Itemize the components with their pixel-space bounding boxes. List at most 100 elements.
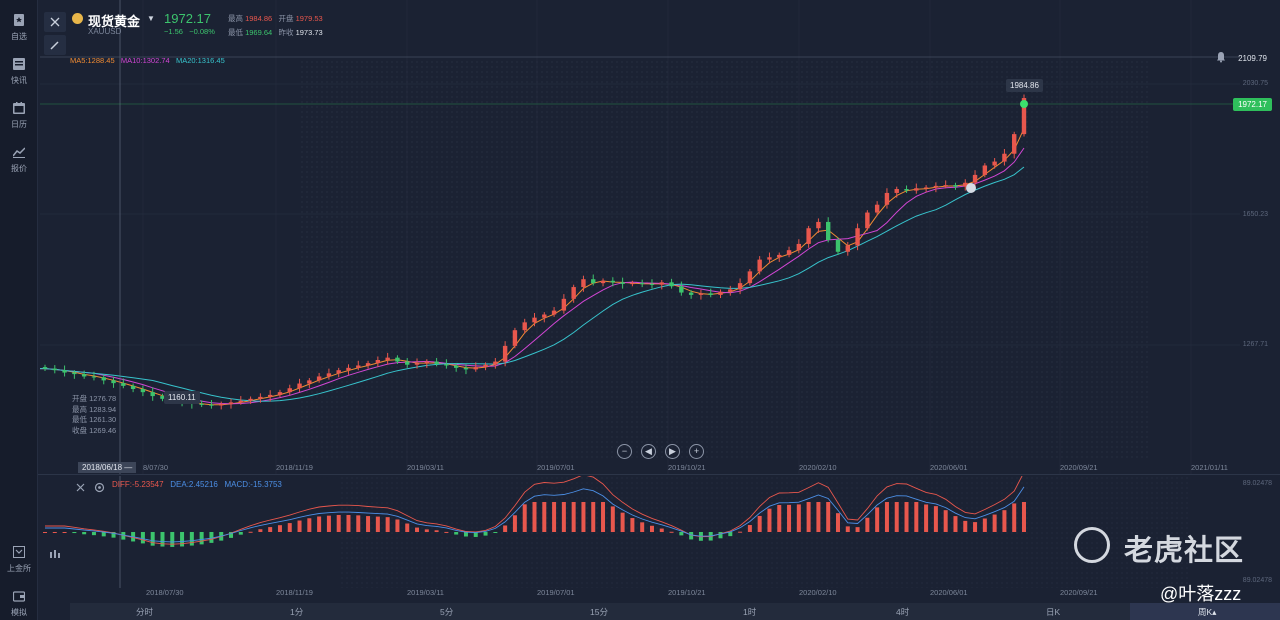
candle-body (316, 376, 322, 381)
candle-body (160, 396, 165, 399)
zoom-in-button[interactable]: + (689, 444, 704, 459)
tab-timeframe-15m[interactable]: 15分 (590, 607, 608, 617)
x-tick-label: 2019/03/11 (407, 463, 444, 472)
macd-bar (826, 502, 831, 532)
zoom-out-button[interactable]: − (617, 444, 632, 459)
candle-body (424, 361, 430, 364)
macd-bar (52, 532, 57, 533)
x-tick-label: 2019/10/21 (668, 588, 706, 597)
pencil-icon (50, 41, 59, 50)
macd-bar (542, 502, 547, 532)
star-bookmark-icon (14, 14, 24, 26)
tab-timeframe-1m[interactable]: 1分 (290, 607, 304, 617)
cursor-high: 最高 1283.94 (72, 404, 117, 414)
x-tick-label: 2018/11/19 (276, 463, 313, 472)
sidebar-label: 报价 (11, 164, 27, 173)
caret-down-icon[interactable]: ▼ (147, 14, 155, 23)
macd-bar (522, 504, 527, 532)
macd-bar (170, 532, 175, 547)
candle-body (649, 283, 655, 285)
tab-timeframe-weekly[interactable]: 周K▴ (1198, 607, 1217, 617)
candle-body (639, 283, 645, 285)
ohlc-row-1: 最高 1984.86 开盘 1979.53 (228, 14, 323, 23)
symbol-code: XAUUSD (88, 27, 122, 36)
candle-body (493, 361, 498, 365)
candle-body (620, 282, 625, 284)
candle-body (277, 392, 283, 395)
low-value: 1969.64 (245, 28, 273, 37)
sidebar-item-watchlist[interactable]: 自选 (0, 14, 38, 54)
price-chart[interactable] (0, 0, 1280, 474)
macd-bar (933, 506, 938, 532)
candle-body (150, 392, 155, 397)
background-world-map (300, 60, 1150, 460)
candle-body (688, 292, 694, 295)
macd-bar (111, 532, 116, 538)
tab-timeframe-tick[interactable]: 分时 (136, 607, 154, 617)
tab-timeframe-1h[interactable]: 1时 (743, 607, 757, 617)
candle-body (405, 361, 410, 365)
last-price-tag: 1972.17 (1233, 98, 1272, 111)
macd-bar (385, 517, 390, 532)
macd-bar (444, 531, 449, 533)
bars-icon (50, 550, 60, 558)
candle-body (532, 317, 537, 323)
candle-body (855, 228, 860, 246)
sidebar-item-sge[interactable]: 上金所 (0, 546, 38, 586)
x-axis: 8/07/30 2018/11/19 2019/03/11 2019/07/01… (40, 463, 1280, 473)
event-marker-icon[interactable] (966, 183, 976, 193)
candle-body (591, 279, 596, 284)
candle-body (884, 192, 890, 205)
draw-tool-button[interactable] (44, 35, 66, 55)
sidebar-item-news[interactable]: 快讯 (0, 58, 38, 98)
watermark-handle: @叶落zzz (1160, 584, 1242, 604)
sidebar-item-quotes[interactable]: 报价 (0, 146, 38, 186)
candle-body (453, 365, 459, 368)
macd-bar (180, 532, 185, 547)
macd-bar (630, 518, 635, 532)
tab-timeframe-daily[interactable]: 日K (1046, 607, 1061, 617)
tab-timeframe-4h[interactable]: 4时 (896, 607, 910, 617)
close-indicator-button[interactable] (76, 480, 86, 492)
timeframe-bar: 分时 1分 5分 15分 1时 4时 日K 周K▴ (70, 603, 1280, 620)
macd-bar (326, 515, 331, 532)
candle-body (923, 187, 929, 189)
alert-price-tag[interactable]: 2109.79 (1238, 54, 1267, 63)
indicator-settings-button[interactable] (94, 480, 105, 493)
macd-bar (777, 505, 782, 532)
tab-timeframe-5m[interactable]: 5分 (440, 607, 454, 617)
timeframe-selected-bg (1130, 603, 1280, 620)
bell-icon[interactable] (1215, 51, 1227, 63)
open-value: 1979.53 (295, 14, 323, 23)
macd-bar (346, 514, 351, 532)
macd-bar (943, 510, 948, 532)
candle-body (679, 286, 684, 293)
candle-body (111, 380, 116, 384)
macd-chart[interactable] (40, 476, 1280, 588)
x-tick-label: 2019/07/01 (537, 588, 575, 597)
candle-body (101, 377, 106, 381)
y-tick-label: 2030.75 (1242, 80, 1268, 87)
symbol-name[interactable]: 现货黄金 (88, 14, 141, 29)
candle-body (267, 394, 273, 397)
close-chart-button[interactable] (44, 12, 66, 32)
scroll-left-button[interactable]: ◀ (641, 444, 656, 459)
macd-bar (571, 502, 576, 532)
macd-bar (336, 514, 341, 532)
indicator-tool-button[interactable] (44, 548, 66, 564)
sidebar-item-sim[interactable]: 模拟 (0, 590, 38, 620)
candle-body (91, 376, 97, 378)
candle-body (121, 383, 126, 386)
macd-bar (375, 516, 380, 532)
candle-body (943, 185, 948, 187)
macd-bar (963, 520, 968, 532)
scroll-right-button[interactable]: ▶ (665, 444, 680, 459)
candle-body (52, 368, 57, 371)
candle-body (659, 282, 664, 285)
sidebar-item-calendar[interactable]: 日历 (0, 102, 38, 142)
macd-bar (806, 502, 811, 532)
macd-bar (101, 532, 106, 537)
news-icon (13, 58, 25, 70)
candle-body (385, 357, 390, 360)
candle-body (522, 322, 527, 331)
